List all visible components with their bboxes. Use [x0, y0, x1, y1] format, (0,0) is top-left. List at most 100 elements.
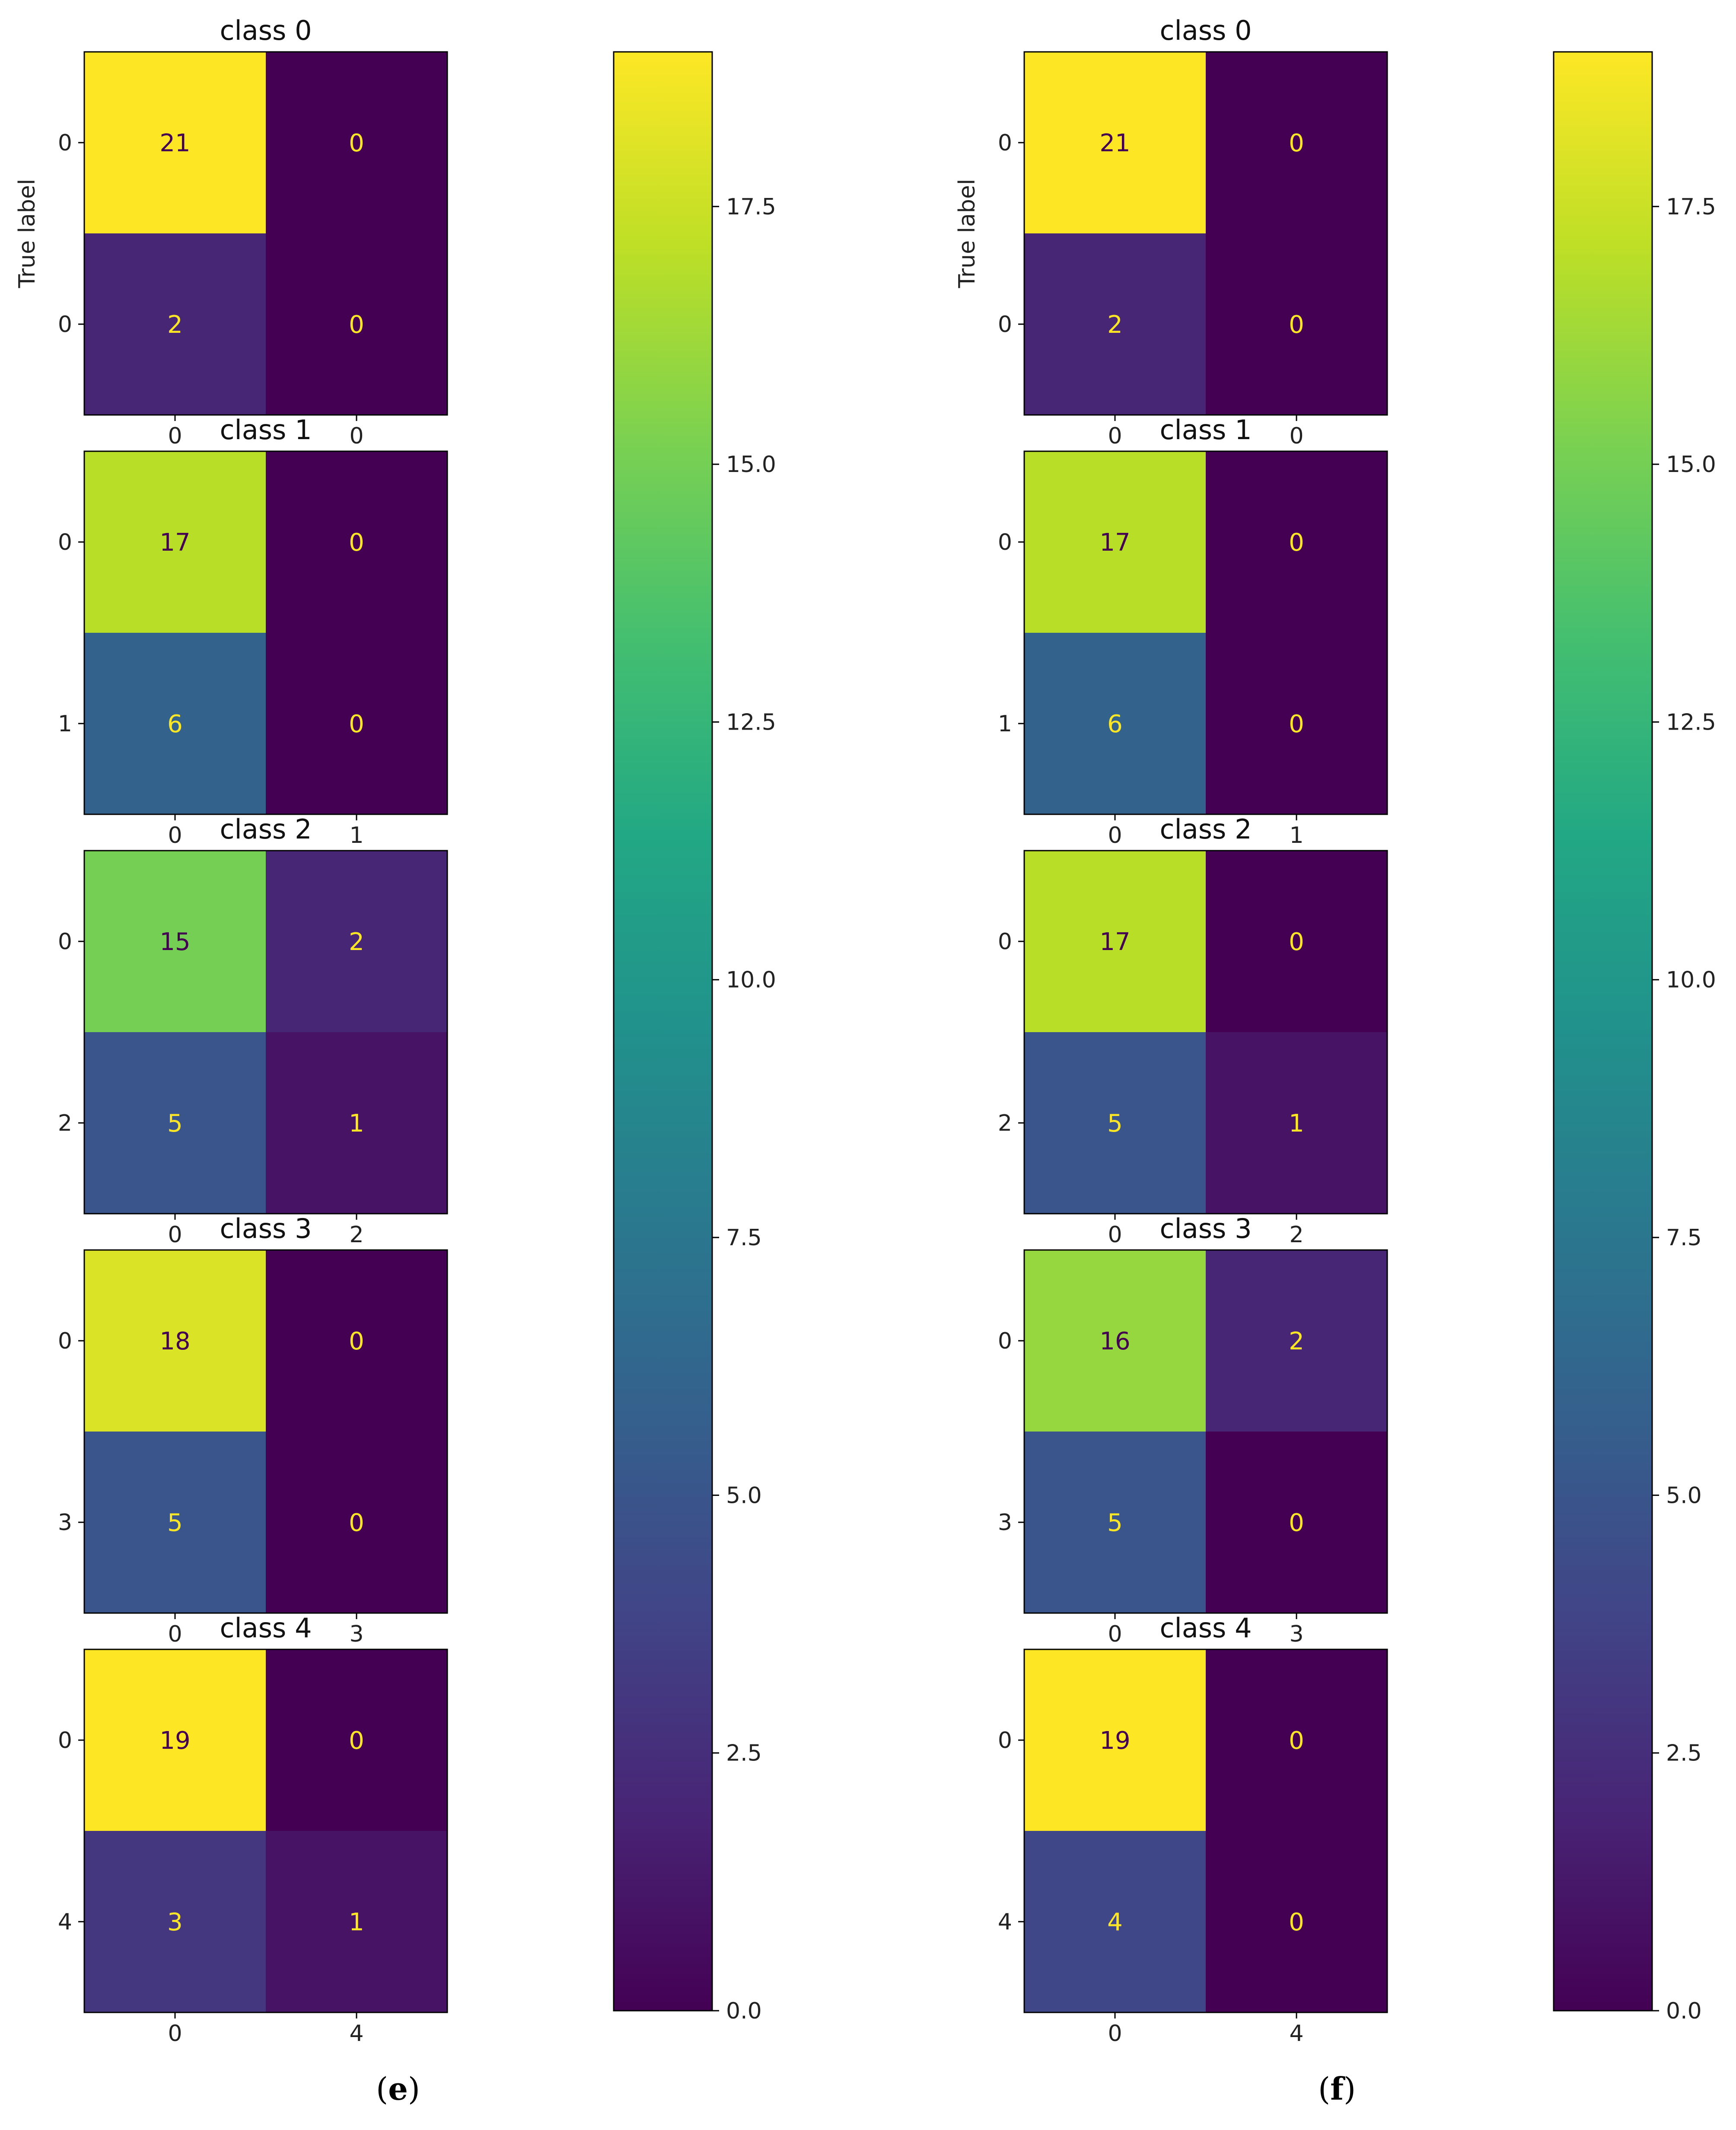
- y-tick-label: 1: [998, 711, 1012, 737]
- x-tick-label: 0: [168, 1621, 182, 1647]
- y-tick-label: 0: [58, 1328, 72, 1354]
- x-tick-label: 0: [1108, 1621, 1122, 1647]
- matrix-cell: [1206, 451, 1387, 633]
- y-tick-label: 0: [58, 130, 72, 156]
- x-tick-label: 0: [168, 1222, 182, 1248]
- cell-value: 5: [1107, 1509, 1123, 1537]
- cell-value: 19: [159, 1727, 190, 1755]
- matrix-frame: [1023, 450, 1388, 815]
- matrix-cell: [266, 1831, 447, 2012]
- y-tick-label: 0: [58, 929, 72, 955]
- cell-value: 4: [1107, 1908, 1123, 1936]
- cell-value: 5: [167, 1509, 183, 1537]
- x-tick-label: 2: [349, 1222, 363, 1248]
- cell-value: 17: [1099, 928, 1130, 956]
- y-tick-label: 1: [58, 711, 72, 737]
- y-tick-label: 4: [58, 1909, 72, 1935]
- matrix-title: class 1: [220, 414, 312, 446]
- colorbar-tick-label: 17.5: [1666, 194, 1716, 220]
- matrix-cell: [84, 851, 266, 1032]
- colorbar-e: 0.0 2.5 5.0 7.5 10.0 12.5 15.0 17.5: [613, 51, 776, 2024]
- cell-value: 3: [167, 1908, 183, 1936]
- matrix-cell: [1206, 1032, 1387, 1214]
- caption-f-close: ): [1344, 2071, 1356, 2107]
- matrix-cell: [266, 851, 447, 1032]
- matrix-title: class 4: [1159, 1612, 1252, 1644]
- matrix-cell: [266, 1649, 447, 1831]
- cell-value: 0: [1289, 529, 1304, 557]
- caption-f-letter: f: [1330, 2070, 1344, 2107]
- cell-value: 6: [1107, 710, 1123, 738]
- matrix-cell: [1024, 233, 1206, 415]
- confusion-matrix-f-class-0: 21 0 2 0 class 0 0 0 0 0 True label: [954, 15, 1388, 449]
- caption-e-letter: e: [388, 2070, 408, 2107]
- cell-value: 0: [1289, 129, 1304, 157]
- matrix-cell: [84, 1032, 266, 1214]
- colorbar-tick-label: 15.0: [726, 452, 776, 478]
- matrix-cell: [266, 633, 447, 814]
- cell-value: 0: [349, 1509, 364, 1537]
- matrix-cell: [1024, 1831, 1206, 2012]
- colorbar-tick-label: 2.5: [1666, 1741, 1702, 1766]
- colorbar-tick-label: 0.0: [1666, 1998, 1702, 2024]
- cell-value: 0: [1289, 1727, 1304, 1755]
- y-tick-label: 0: [58, 312, 72, 338]
- cell-value: 6: [167, 710, 183, 738]
- cell-value: 0: [349, 529, 364, 557]
- cell-value: 2: [1107, 311, 1123, 339]
- cell-value: 1: [349, 1908, 364, 1936]
- colorbar-f: 0.0 2.5 5.0 7.5 10.0 12.5 15.0 17.5: [1553, 51, 1716, 2024]
- x-tick-label: 0: [168, 423, 182, 449]
- x-tick-label: 4: [1289, 2021, 1303, 2047]
- y-tick-label: 0: [998, 1328, 1012, 1354]
- matrix-frame: [83, 1249, 448, 1614]
- cell-value: 0: [349, 1727, 364, 1755]
- matrix-cell: [1024, 451, 1206, 633]
- matrix-cell: [1206, 851, 1387, 1032]
- cell-value: 5: [167, 1110, 183, 1138]
- cell-value: 16: [1099, 1327, 1130, 1355]
- matrix-title: class 2: [220, 813, 312, 845]
- matrix-cell: [1024, 851, 1206, 1032]
- matrix-cell: [266, 1432, 447, 1613]
- cell-value: 0: [349, 129, 364, 157]
- caption-f-open: (: [1318, 2071, 1331, 2107]
- cell-value: 1: [1289, 1110, 1304, 1138]
- matrix-cell: [266, 451, 447, 633]
- cell-value: 5: [1107, 1110, 1123, 1138]
- matrix-frame: [83, 1649, 448, 2013]
- matrix-cell: [1206, 1831, 1387, 2012]
- y-axis-label: True label: [14, 179, 40, 289]
- cell-value: 21: [159, 129, 190, 157]
- caption-f: (f): [1318, 2070, 1356, 2107]
- x-tick-label: 0: [1108, 823, 1122, 848]
- matrix-cell: [1206, 1250, 1387, 1432]
- matrix-cell: [84, 1831, 266, 2012]
- matrix-title: class 2: [1159, 813, 1252, 845]
- matrix-cell: [1024, 1032, 1206, 1214]
- cell-value: 2: [167, 311, 183, 339]
- x-tick-label: 0: [1108, 1222, 1122, 1248]
- matrix-frame: [1023, 1249, 1388, 1614]
- matrix-cell: [1024, 1250, 1206, 1432]
- colorbar-tick-label: 15.0: [1666, 452, 1716, 478]
- matrix-cell: [1024, 633, 1206, 814]
- colorbar-tick-label: 12.5: [726, 709, 776, 735]
- confusion-matrix-f-class-2: 17 0 5 1 class 2 0 2 0 2: [998, 813, 1388, 1248]
- matrix-cell: [1206, 233, 1387, 415]
- x-tick-label: 0: [1289, 423, 1303, 449]
- cell-value: 17: [1099, 529, 1130, 557]
- confusion-matrix-e-class-2: 15 2 5 1 class 2 0 2 0 2: [58, 813, 448, 1248]
- cell-value: 19: [1099, 1727, 1130, 1755]
- colorbar-tick-label: 0.0: [726, 1998, 762, 2024]
- x-tick-label: 0: [168, 2021, 182, 2047]
- matrix-frame: [83, 450, 448, 815]
- confusion-matrix-e-class-0: 21 0 2 0 class 0 0 0 0 0 True label: [14, 15, 448, 449]
- colorbar-tick-label: 17.5: [726, 194, 776, 220]
- colorbar-tick-label: 12.5: [1666, 709, 1716, 735]
- matrix-frame: [83, 850, 448, 1215]
- matrix-title: class 0: [220, 15, 312, 46]
- matrix-cell: [84, 451, 266, 633]
